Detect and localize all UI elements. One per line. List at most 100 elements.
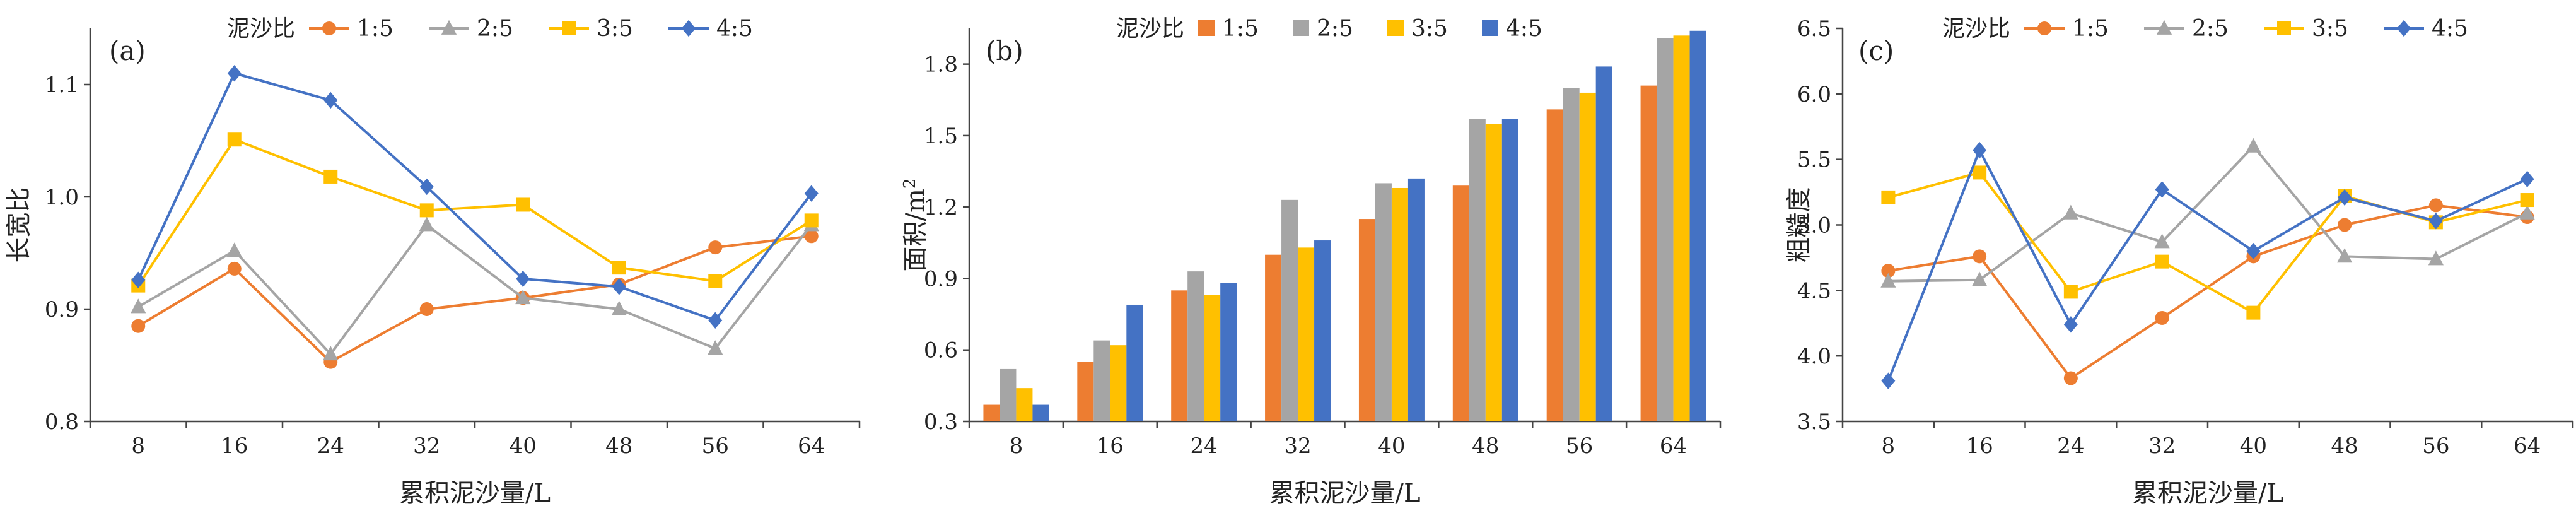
data-point xyxy=(804,229,819,244)
legend-label: 4:5 xyxy=(2432,16,2468,42)
legend-marker xyxy=(2277,21,2291,35)
x-tick-label: 32 xyxy=(2148,433,2176,459)
panel-3: 3.5 4.0 4.5 5.0 5.5 6.0 6.5 8 16 24 32 40 48 56 64 累积泥沙… xyxy=(1785,16,2574,506)
y-axis-title: 长宽比 xyxy=(4,187,33,263)
data-point xyxy=(419,178,434,196)
data-point xyxy=(1973,141,1987,159)
bar xyxy=(1358,219,1375,421)
bar xyxy=(1485,124,1502,421)
bar xyxy=(1640,85,1657,422)
legend-label: 3:5 xyxy=(597,16,633,42)
y-tick-label: 0.9 xyxy=(45,297,79,322)
data-point xyxy=(1881,372,1896,389)
legend-label: 1:5 xyxy=(357,16,393,42)
legend-marker xyxy=(682,20,696,37)
panel-label: (a) xyxy=(109,35,146,66)
bar xyxy=(1657,38,1674,422)
y-tick-label: 6.0 xyxy=(1797,82,1831,107)
legend-item: 1:5 xyxy=(2024,16,2109,42)
y-tick-label: 4.0 xyxy=(1797,344,1831,369)
data-point xyxy=(227,132,242,147)
data-point xyxy=(708,240,723,255)
data-point xyxy=(804,213,819,228)
bar xyxy=(1546,109,1563,421)
legend-label: 1:5 xyxy=(2072,16,2109,42)
legend-label: 4:5 xyxy=(716,16,753,42)
panel-1: 0.8 0.9 1.0 1.1 8 16 24 32 40 48 56 64 累积泥沙量/L 长宽比 (a)… xyxy=(4,16,861,506)
legend-label: 2:5 xyxy=(1317,16,1353,42)
y-tick-label: 5.0 xyxy=(1797,213,1831,238)
legend-marker xyxy=(2397,20,2411,37)
data-point xyxy=(2338,189,2352,206)
x-tick-label: 8 xyxy=(1010,433,1023,459)
bar xyxy=(1314,240,1331,421)
legend-label: 3:5 xyxy=(2312,16,2348,42)
series-2-5 xyxy=(1880,138,2535,288)
legend-swatch xyxy=(1293,20,1309,36)
legend-item: 2:5 xyxy=(1293,16,1353,42)
bar xyxy=(1469,119,1486,421)
y-axis-title: 粗糙度 xyxy=(1785,187,1814,263)
data-point xyxy=(1881,264,1896,278)
x-tick-label: 56 xyxy=(702,433,729,459)
data-point xyxy=(2063,285,2078,299)
legend: 泥沙比 1:5 2:5 3:5 4:5 xyxy=(1116,16,1542,42)
series-3-5 xyxy=(131,132,819,293)
data-point xyxy=(2155,254,2169,269)
x-tick-label: 24 xyxy=(317,433,344,459)
y-tick-label: 5.5 xyxy=(1797,148,1831,173)
series-2-5 xyxy=(1000,38,1674,422)
data-point xyxy=(131,298,146,314)
bar xyxy=(1204,295,1221,421)
bar xyxy=(983,404,1000,421)
data-point xyxy=(2063,371,2078,385)
legend-label: 2:5 xyxy=(477,16,513,42)
data-point xyxy=(2246,305,2261,320)
x-tick-label: 64 xyxy=(1660,433,1687,459)
data-point xyxy=(2154,233,2170,249)
y-tick-label: 0.3 xyxy=(924,409,958,435)
y-tick-label: 4.5 xyxy=(1797,278,1831,303)
x-axis-title: 累积泥沙量/L xyxy=(2132,479,2283,506)
x-tick-label: 16 xyxy=(1097,433,1124,459)
bar xyxy=(1673,35,1690,422)
bar xyxy=(1501,119,1518,421)
bar xyxy=(1281,199,1298,421)
panel-2: 0.3 0.6 0.9 1.2 1.5 1.8 8 16 24 32 40 48 56 64 累积泥沙量/L… xyxy=(900,16,1722,506)
y-tick-label: 0.9 xyxy=(924,266,958,291)
data-point xyxy=(2246,138,2261,153)
x-tick-label: 8 xyxy=(1882,433,1896,459)
panel-label: (b) xyxy=(986,35,1023,66)
series-line xyxy=(137,71,813,322)
data-point xyxy=(227,65,242,82)
x-tick-label: 56 xyxy=(1566,433,1593,459)
data-point xyxy=(2428,213,2443,230)
data-point xyxy=(611,300,627,315)
data-point xyxy=(1881,190,1896,204)
series-line xyxy=(1888,144,2528,283)
data-point xyxy=(612,261,626,275)
data-point xyxy=(419,302,434,316)
y-tick-label: 1.1 xyxy=(45,73,79,98)
legend-item: 2:5 xyxy=(429,16,513,42)
bar xyxy=(1563,88,1580,422)
bar xyxy=(1110,345,1127,421)
legend-label: 3:5 xyxy=(1411,16,1448,42)
legend-marker xyxy=(2156,20,2172,35)
bar xyxy=(1093,340,1110,421)
series-line xyxy=(137,235,812,364)
series-line xyxy=(1887,147,2528,382)
bar xyxy=(1032,404,1049,421)
legend-title: 泥沙比 xyxy=(1942,16,2010,42)
x-axis-title: 累积泥沙量/L xyxy=(399,479,551,506)
data-point xyxy=(323,169,338,184)
series-2-5 xyxy=(131,216,819,361)
x-tick-label: 32 xyxy=(413,433,440,459)
y-tick-label: 1.5 xyxy=(924,124,958,149)
bar xyxy=(1187,271,1204,421)
panel-label: (c) xyxy=(1858,35,1894,66)
legend-item: 4:5 xyxy=(1482,16,1542,42)
data-point xyxy=(1973,165,1987,180)
